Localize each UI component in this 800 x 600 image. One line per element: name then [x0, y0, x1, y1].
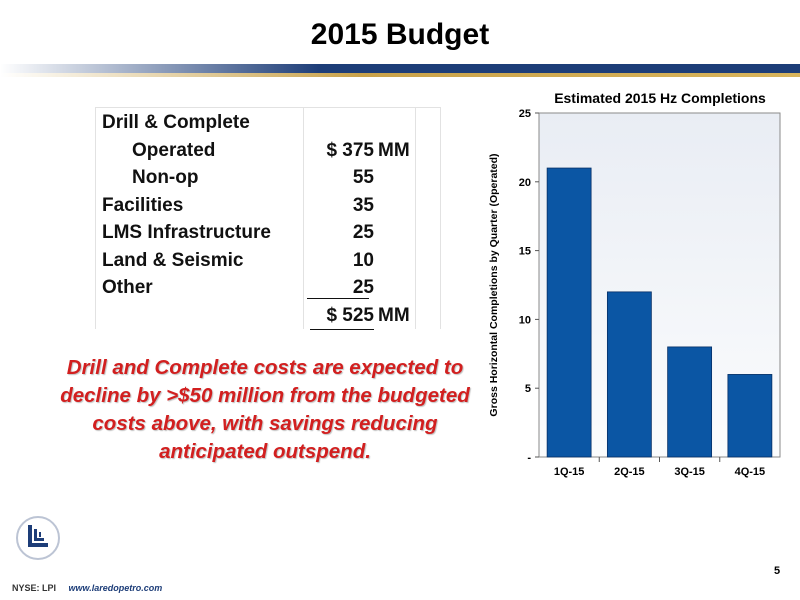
budget-row-value: 25: [310, 274, 374, 301]
budget-table-grid: [95, 107, 441, 329]
budget-row-value: $ 375 MM: [310, 137, 410, 164]
x-tick-label: 4Q-15: [735, 466, 766, 478]
header-rule-gold: [0, 73, 800, 77]
bar: [667, 346, 713, 458]
budget-row: LMS Infrastructure 25: [102, 219, 442, 246]
laredo-logo-icon: [16, 516, 60, 560]
x-tick-label: 2Q-15: [614, 466, 645, 478]
budget-row-value: 25: [310, 219, 374, 246]
y-tick-label: 10: [519, 314, 531, 326]
header-rule-blue: [0, 64, 800, 73]
budget-row: Other 25: [102, 274, 442, 301]
slide-title: 2015 Budget: [310, 18, 490, 51]
budget-row-unit: MM: [378, 139, 410, 161]
budget-row: Land & Seismic 10: [102, 247, 442, 274]
budget-row-amount: $ 525: [310, 302, 374, 330]
budget-row-amount: 35: [352, 194, 374, 216]
ticker-label: NYSE: LPI: [12, 583, 57, 593]
budget-row-label: LMS Infrastructure: [102, 222, 271, 243]
bar: [606, 291, 652, 458]
budget-row: Non-op 55: [102, 164, 442, 191]
budget-row-amount: $ 375: [326, 139, 374, 161]
bar: [546, 167, 592, 458]
budget-row-amount: 55: [352, 167, 374, 188]
budget-row-label: Non-op: [132, 167, 199, 188]
budget-row-value: $ 525 MM: [310, 302, 410, 330]
y-tick-label: -: [527, 452, 531, 464]
budget-row: Drill & Complete: [102, 109, 442, 136]
y-tick-label: 15: [519, 246, 531, 258]
total-rule: [307, 298, 369, 299]
budget-row-label: Other: [102, 277, 153, 298]
budget-row-value: 55: [310, 164, 374, 191]
budget-row: $ 525 MM: [102, 302, 442, 330]
chart-title: Estimated 2015 Hz Completions: [554, 90, 766, 106]
y-tick-label: 20: [519, 177, 531, 189]
budget-row-label: Operated: [132, 139, 216, 161]
x-tick-label: 3Q-15: [674, 466, 705, 478]
budget-row-unit: MM: [378, 304, 410, 326]
x-tick-label: 1Q-15: [554, 466, 585, 478]
budget-row-value: 35: [310, 192, 374, 219]
callout-text: Drill and Complete costs are expected to…: [60, 356, 470, 463]
budget-row-label: Land & Seismic: [102, 249, 244, 271]
website-link[interactable]: www.laredopetro.com: [68, 583, 163, 593]
bar-chart: - 5 10 15 20 25 Gross Horizontal Completions b…: [488, 108, 781, 478]
budget-row-amount: 25: [352, 277, 374, 298]
budget-row-amount: 10: [352, 249, 374, 271]
budget-row-label: Drill & Complete: [102, 112, 250, 133]
budget-row-label: Facilities: [102, 194, 184, 216]
y-tick-label: 5: [525, 383, 531, 395]
budget-row: Facilities 35: [102, 192, 442, 219]
bar: [727, 374, 773, 458]
footer: NYSE: LPI www.laredopetro.com: [12, 583, 162, 593]
budget-row-value: 10: [310, 247, 374, 274]
budget-row-value: [310, 109, 374, 136]
y-axis-label: Gross Horizontal Completions by Quarter …: [488, 153, 500, 416]
y-tick-label: 25: [519, 108, 531, 120]
budget-row-amount: 25: [352, 222, 374, 243]
page-number: 5: [774, 565, 781, 577]
budget-row: Operated $ 375 MM: [102, 137, 442, 164]
